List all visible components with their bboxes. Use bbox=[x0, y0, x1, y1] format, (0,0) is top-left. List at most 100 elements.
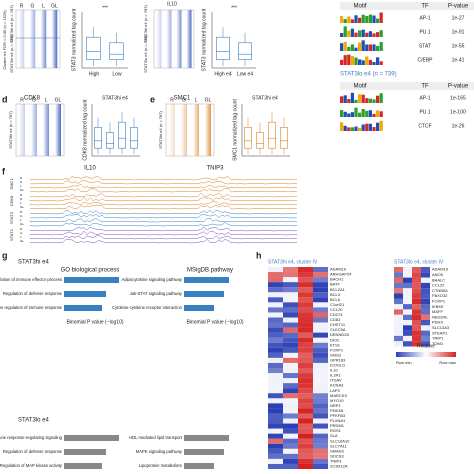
label: BATF bbox=[330, 282, 340, 287]
heatmap-cell bbox=[268, 317, 283, 323]
heatmap-cell bbox=[298, 398, 313, 404]
heatmap-cell bbox=[298, 282, 313, 288]
heatmap-cell bbox=[421, 314, 430, 320]
heatmap-col bbox=[51, 10, 58, 68]
motif-logo bbox=[358, 127, 362, 131]
heatmap-cell bbox=[421, 309, 430, 315]
label: Regulation of MAP kinase activity bbox=[0, 463, 63, 468]
heatmap-cell bbox=[403, 314, 412, 320]
bar bbox=[184, 291, 224, 297]
column-label: G bbox=[31, 3, 35, 9]
motif-logo bbox=[379, 61, 383, 65]
heatmap-cell bbox=[283, 398, 298, 404]
motif-logo bbox=[354, 32, 358, 37]
heatmap-cell bbox=[268, 292, 283, 298]
heatmap-cell bbox=[268, 403, 283, 409]
heatmap-cell bbox=[298, 368, 313, 374]
heatmap-cell bbox=[403, 277, 412, 283]
heatmap-cell bbox=[298, 307, 313, 313]
heatmap-cell bbox=[313, 357, 328, 363]
heatmap-cell bbox=[268, 287, 283, 293]
label: Jak-STAT signaling pathway bbox=[130, 291, 183, 296]
motif-logo bbox=[376, 18, 380, 23]
box bbox=[238, 42, 252, 60]
column-label: GL bbox=[51, 3, 58, 9]
heatmap-cell bbox=[268, 393, 283, 399]
heatmap-cell bbox=[283, 418, 298, 424]
heatmap-cell bbox=[298, 443, 313, 449]
heatmap-cell bbox=[298, 438, 313, 444]
heatmap-cell bbox=[298, 332, 313, 338]
heatmap-cell bbox=[313, 418, 328, 424]
heatmap-cell bbox=[268, 453, 283, 459]
heatmap-cell bbox=[268, 322, 283, 328]
label: TF bbox=[421, 4, 429, 10]
label: 1e-26 bbox=[452, 123, 465, 129]
label: TNIP1 bbox=[432, 336, 444, 341]
heatmap-cell bbox=[313, 337, 328, 343]
label: CDK8 bbox=[9, 195, 14, 206]
heatmap-cell bbox=[313, 393, 328, 399]
heatmap-cell bbox=[298, 393, 313, 399]
motif-logo bbox=[361, 29, 365, 37]
heatmap-cell bbox=[268, 428, 283, 434]
heatmap-cell bbox=[421, 330, 430, 336]
label: BCL6 bbox=[330, 297, 341, 302]
label: STAT3lo e4 (n = 739) bbox=[9, 34, 14, 72]
heatmap-cell bbox=[268, 302, 283, 308]
track bbox=[29, 209, 298, 215]
heatmap-cell bbox=[268, 357, 283, 363]
box bbox=[86, 36, 101, 60]
heatmap-cell bbox=[298, 337, 313, 343]
label: STAT3 bbox=[9, 211, 14, 224]
motif-logo bbox=[354, 47, 358, 51]
label: TNIP3 bbox=[330, 458, 342, 463]
bar bbox=[184, 463, 214, 469]
label: IL10 bbox=[167, 1, 177, 7]
heatmap-cell bbox=[421, 298, 430, 305]
label: AP-1 bbox=[419, 15, 430, 21]
motif-logo bbox=[340, 122, 344, 131]
label: Negative regulation of immune response bbox=[0, 305, 63, 310]
motif-logo bbox=[350, 19, 354, 23]
heatmap-cell bbox=[313, 368, 328, 374]
heatmap-cell bbox=[394, 288, 403, 294]
label: Immune response-regulating signaling bbox=[0, 435, 63, 440]
heatmap-cell bbox=[412, 330, 421, 336]
heatmap-cell bbox=[268, 332, 283, 338]
motif-logo bbox=[350, 127, 354, 131]
label: RGS1 bbox=[330, 428, 342, 433]
heatmap-cell bbox=[298, 448, 313, 454]
heatmap-col bbox=[186, 10, 192, 68]
motif-logo bbox=[343, 19, 347, 23]
track bbox=[29, 175, 298, 181]
heatmap-cell bbox=[298, 463, 313, 469]
heatmap-cell bbox=[394, 309, 403, 315]
heatmap-cell bbox=[313, 317, 328, 323]
heatmap-cell bbox=[268, 277, 283, 283]
heatmap-cell bbox=[421, 272, 430, 278]
motif-logo bbox=[368, 110, 372, 117]
heatmap-cell bbox=[313, 352, 328, 358]
bar bbox=[184, 449, 224, 455]
heatmap-cell bbox=[412, 325, 421, 331]
bar bbox=[64, 435, 119, 441]
heatmap-cell bbox=[403, 325, 412, 331]
label: STAT3hi e4 (n = 787) bbox=[143, 4, 148, 42]
label: TOM1 bbox=[432, 341, 444, 346]
label: Motif bbox=[353, 4, 366, 10]
heatmap-cell bbox=[283, 317, 298, 323]
heatmap-cell bbox=[403, 298, 412, 305]
motif-logo bbox=[347, 54, 351, 65]
motif-logo bbox=[347, 113, 351, 117]
label: MARCKS bbox=[330, 393, 347, 398]
heatmap-cell bbox=[313, 267, 328, 273]
motif-logo bbox=[372, 99, 376, 103]
heatmap-cell bbox=[394, 304, 403, 310]
heatmap-cell bbox=[412, 282, 421, 289]
heatmap-cell bbox=[268, 383, 283, 389]
heatmap-col bbox=[29, 10, 36, 68]
label: ANO6 bbox=[432, 272, 444, 277]
box bbox=[109, 42, 124, 60]
